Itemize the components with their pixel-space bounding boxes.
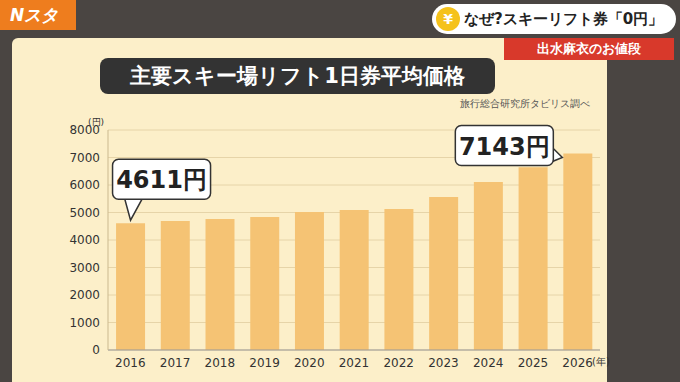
html-text:(円): (円) xyxy=(88,117,104,127)
html-text:主要スキー場リフト1日券平均価格: 主要スキー場リフト1日券平均価格 xyxy=(130,64,465,88)
svg-text:4611円: 4611円 xyxy=(116,166,207,194)
svg-text:2000: 2000 xyxy=(69,288,100,302)
svg-text:2017: 2017 xyxy=(160,356,191,370)
svg-text:8000: 8000 xyxy=(69,123,100,137)
svg-text:2024: 2024 xyxy=(473,356,504,370)
svg-text:6000: 6000 xyxy=(69,178,100,192)
svg-text:1000: 1000 xyxy=(69,316,100,330)
svg-text:2020: 2020 xyxy=(294,356,325,370)
svg-text:2026: 2026 xyxy=(562,356,593,370)
html-text:Nスタ: Nスタ xyxy=(10,5,59,25)
html-text:旅行総合研究所タビリス調べ: 旅行総合研究所タビリス調べ xyxy=(460,98,590,109)
svg-text:7000: 7000 xyxy=(69,151,100,165)
svg-text:7143円: 7143円 xyxy=(459,133,550,161)
svg-text:2023: 2023 xyxy=(428,356,459,370)
svg-text:4000: 4000 xyxy=(69,233,100,247)
html-text:(年): (年) xyxy=(592,356,610,367)
svg-text:2021: 2021 xyxy=(339,356,370,370)
svg-text:3000: 3000 xyxy=(69,261,100,275)
svg-text:2025: 2025 xyxy=(518,356,549,370)
html-text:出水麻衣のお値段: 出水麻衣のお値段 xyxy=(537,41,641,56)
svg-text:0: 0 xyxy=(92,343,100,357)
html-text:なぜ?スキーリフト券「0円」: なぜ?スキーリフト券「0円」 xyxy=(464,9,664,28)
svg-text:2022: 2022 xyxy=(383,356,414,370)
svg-text:5000: 5000 xyxy=(69,206,100,220)
svg-text:2019: 2019 xyxy=(249,356,280,370)
svg-text:2018: 2018 xyxy=(205,356,236,370)
svg-text:2016: 2016 xyxy=(115,356,146,370)
